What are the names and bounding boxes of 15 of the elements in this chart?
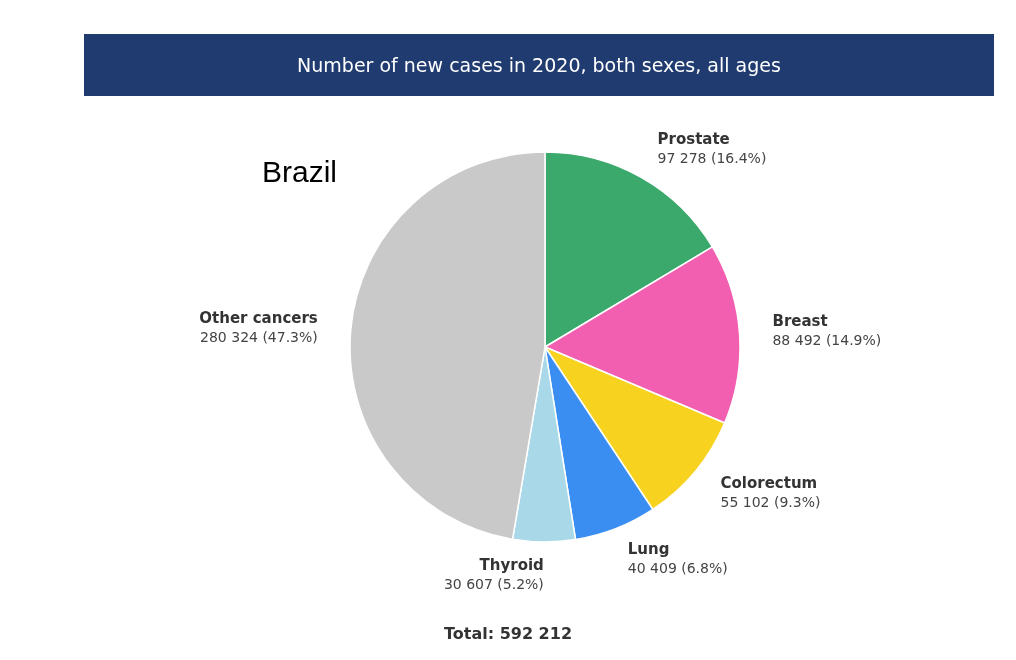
slice-label: Lung: [627, 540, 670, 559]
data-label: 30 607 (5.2%): [443, 576, 544, 592]
data-label: 97 278 (16.4%): [657, 149, 767, 166]
text: Brazil: [262, 155, 338, 189]
slice-label: Breast: [772, 312, 828, 331]
slice-label: Colorectum: [720, 473, 818, 492]
data-label: 55 102 (9.3%): [720, 493, 821, 510]
chart-title: Number of new cases in 2020, both sexes, all ages: [84, 34, 994, 96]
data-label: 280 324 (47.3%): [200, 328, 318, 345]
data-label: 88 492 (14.9%): [772, 332, 882, 349]
text: Total: 592 212: [442, 624, 573, 643]
slice-label: Prostate: [657, 129, 730, 148]
slice-label: Other cancers: [199, 308, 318, 327]
data-label: 40 409 (6.8%): [627, 560, 728, 577]
slice-label: Thyroid: [479, 556, 544, 574]
